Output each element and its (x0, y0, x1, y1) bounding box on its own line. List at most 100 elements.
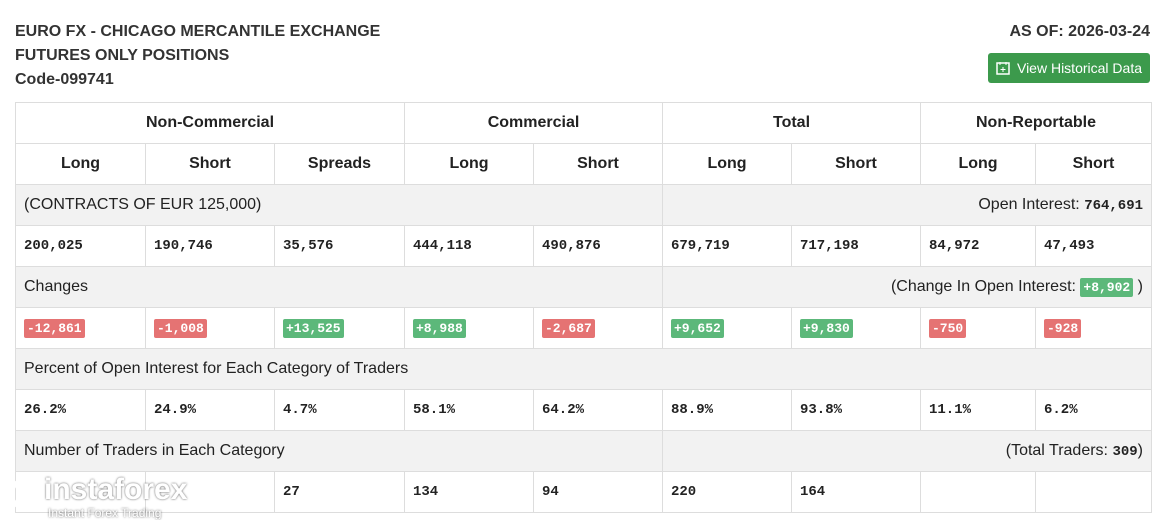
positions-cell: 679,719 (662, 225, 792, 267)
total-traders: (Total Traders: 309) (662, 430, 1152, 472)
traders-cell (1035, 471, 1152, 513)
percent-value: 6.2% (1044, 402, 1078, 418)
change-badge: +8,988 (413, 318, 466, 338)
contracts-label: (CONTRACTS OF EUR 125,000) (15, 184, 663, 226)
positions-cell: 444,118 (404, 225, 534, 267)
change-oi-label: (Change In Open Interest: (890, 277, 1076, 295)
percent-label-row: Percent of Open Interest for Each Catego… (15, 348, 1152, 390)
title-line: EURO FX - CHICAGO MERCANTILE EXCHANGE (15, 23, 381, 40)
traders-cell (920, 471, 1036, 513)
column-header: Spreads (274, 143, 405, 185)
percent-cell: 64.2% (533, 389, 663, 431)
change-badge: -12,861 (24, 318, 85, 338)
column-header: Short (145, 143, 275, 185)
percent-cell: 11.1% (920, 389, 1036, 431)
total-traders-close: ) (1137, 442, 1143, 459)
change-oi-close: ) (1137, 277, 1143, 295)
traders-value: 134 (413, 484, 439, 500)
positions-value: 490,876 (542, 238, 601, 254)
traders-cell: 94 (533, 471, 663, 513)
change-badge: -2,687 (542, 318, 595, 338)
title: EURO FX - CHICAGO MERCANTILE EXCHANGE FU… (15, 20, 380, 92)
changes-row: -12,861 -1,008 +13,525 +8,988 -2,687 +9,652 +9… (15, 307, 1152, 349)
group-header: Non-Reportable (920, 102, 1152, 144)
changes-label: Changes (15, 266, 663, 308)
changes-cell: -1,008 (145, 307, 275, 349)
title-line: Code-099741 (15, 71, 114, 88)
tagline: Instant Forex Trading (48, 506, 162, 520)
percent-label: Percent of Open Interest for Each Catego… (15, 348, 1152, 390)
positions-cell: 84,972 (920, 225, 1036, 267)
change-badge: -928 (1044, 318, 1082, 338)
changes-cell: +9,652 (662, 307, 792, 349)
percent-value: 4.7% (283, 402, 317, 418)
traders-cell (145, 471, 275, 513)
column-header: Long (662, 143, 792, 185)
positions-cell: 200,025 (15, 225, 146, 267)
traders-cell (15, 471, 146, 513)
positions-cell: 717,198 (791, 225, 921, 267)
percent-value: 24.9% (154, 402, 197, 418)
positions-value: 190,746 (154, 238, 213, 254)
change-badge: +9,652 (671, 318, 724, 338)
percent-cell: 4.7% (274, 389, 405, 431)
group-header: Total (662, 102, 921, 144)
percent-cell: 88.9% (662, 389, 792, 431)
change-oi: (Change In Open Interest: +8,902 ) (662, 266, 1152, 308)
changes-cell: +9,830 (791, 307, 921, 349)
traders-value: 94 (542, 484, 559, 500)
column-header: Long (920, 143, 1036, 185)
percent-cell: 26.2% (15, 389, 146, 431)
total-traders-label: (Total Traders: (1005, 442, 1108, 459)
traders-value: 164 (800, 484, 826, 500)
percent-cell: 24.9% (145, 389, 275, 431)
button-label: View Historical Data (1016, 60, 1142, 76)
column-header: Long (404, 143, 534, 185)
percent-row: 26.2% 24.9% 4.7% 58.1% 64.2% 88.9% 93.8% 11.1% 6… (15, 389, 1152, 431)
traders-label: Number of Traders in Each Category (15, 430, 663, 472)
positions-value: 84,972 (929, 238, 980, 254)
as-of: AS OF: 2026-03-24 (1009, 23, 1150, 40)
traders-label-row: Number of Traders in Each Category (Tota… (15, 430, 1152, 472)
traders-cell: 220 (662, 471, 792, 513)
column-header: Long (15, 143, 146, 185)
change-badge: +13,525 (283, 318, 344, 338)
percent-value: 58.1% (413, 402, 456, 418)
percent-value: 93.8% (800, 402, 843, 418)
percent-value: 26.2% (24, 402, 67, 418)
positions-value: 717,198 (800, 238, 859, 254)
change-badge: -1,008 (154, 318, 207, 338)
traders-value: 220 (671, 484, 697, 500)
changes-label-row: Changes (Change In Open Interest: +8,902… (15, 266, 1152, 308)
changes-cell: -750 (920, 307, 1036, 349)
positions-value: 200,025 (24, 238, 83, 254)
group-header: Commercial (404, 102, 663, 144)
cot-table: Non-Commercial Commercial Total Non-Repo… (15, 102, 1152, 513)
percent-cell: 93.8% (791, 389, 921, 431)
oi-value: 764,691 (1084, 198, 1143, 214)
watermark: instaforex Instant Forex Trading (4, 474, 187, 520)
group-header: Non-Commercial (15, 102, 405, 144)
changes-cell: +8,988 (404, 307, 534, 349)
change-oi-value: +8,902 (1080, 277, 1134, 297)
calendar-icon (996, 62, 1010, 75)
change-badge: +9,830 (800, 318, 853, 338)
traders-cell: 134 (404, 471, 534, 513)
changes-cell: -12,861 (15, 307, 146, 349)
open-interest: Open Interest: 764,691 (662, 184, 1152, 226)
traders-cell: 164 (791, 471, 921, 513)
historical-button[interactable]: View Historical Data (988, 53, 1150, 83)
column-row: Long Short Spreads Long Short Long Short Long Sh… (15, 143, 1152, 185)
positions-value: 679,719 (671, 238, 730, 254)
positions-value: 444,118 (413, 238, 472, 254)
percent-cell: 6.2% (1035, 389, 1152, 431)
total-traders-value: 309 (1112, 444, 1138, 460)
positions-cell: 35,576 (274, 225, 405, 267)
brand: instaforex (44, 473, 188, 506)
change-badge: -750 (929, 318, 967, 338)
title-line: FUTURES ONLY POSITIONS (15, 47, 230, 64)
contracts-row: (CONTRACTS OF EUR 125,000) Open Interest… (15, 184, 1152, 226)
oi-label: Open Interest: (978, 196, 1080, 213)
positions-cell: 47,493 (1035, 225, 1152, 267)
